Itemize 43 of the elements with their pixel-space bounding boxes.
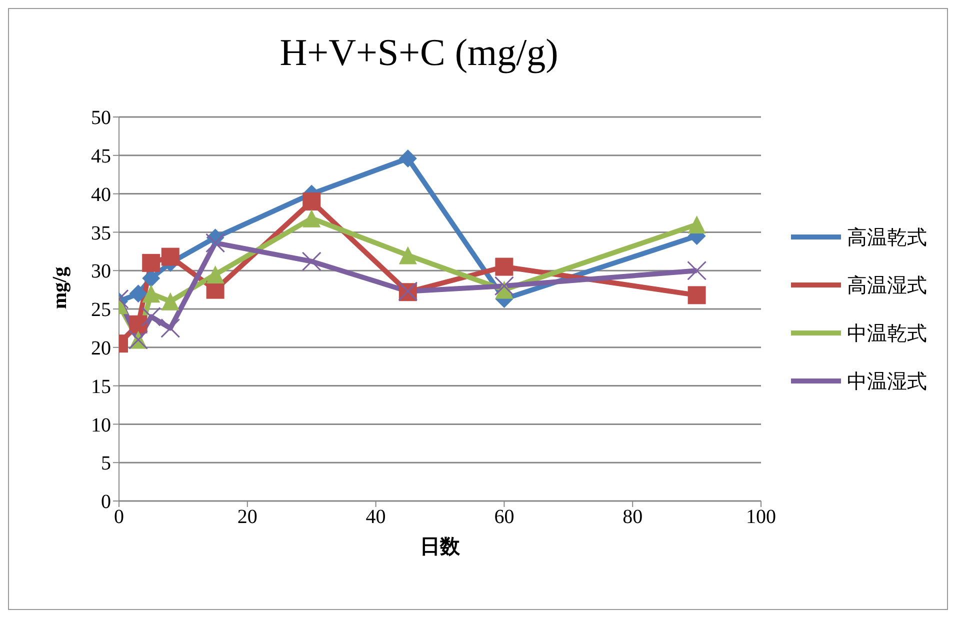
point: [161, 292, 180, 310]
point: [688, 216, 706, 234]
point: [141, 306, 161, 326]
x-tick-label: 60: [494, 506, 514, 528]
legend-label: 高温乾式: [847, 226, 927, 250]
point: [494, 276, 514, 296]
point: [142, 254, 160, 272]
point: [688, 286, 706, 304]
point: [302, 209, 321, 228]
chart-title: H+V+S+C (mg/g): [278, 31, 560, 75]
point: [398, 149, 417, 168]
point: [161, 248, 180, 266]
point: [687, 260, 707, 280]
y-tick-label: 25: [91, 299, 111, 322]
point: [302, 192, 321, 210]
point: [142, 284, 160, 303]
y-axis-title: mg/g: [49, 266, 72, 309]
legend-label: 高温湿式: [847, 274, 927, 298]
point: [398, 246, 417, 264]
y-tick-label: 40: [91, 184, 111, 206]
y-tick-label: 5: [101, 452, 111, 475]
y-tick-label: 35: [91, 222, 111, 244]
x-tick-label: 20: [237, 506, 258, 528]
y-tick-label: 0: [101, 491, 111, 514]
legend-label: 中温乾式: [847, 322, 927, 346]
point: [302, 252, 322, 272]
y-tick-label: 50: [91, 107, 111, 130]
point: [160, 318, 180, 338]
y-tick-label: 30: [91, 260, 111, 283]
x-axis-title: 日数: [420, 536, 461, 558]
x-tick-label: 40: [366, 506, 386, 528]
legend-label: 中温湿式: [847, 370, 927, 394]
y-tick-label: 45: [91, 146, 111, 168]
point: [129, 315, 148, 334]
point: [206, 265, 224, 284]
point: [129, 284, 148, 303]
y-tick-label: 20: [91, 338, 111, 360]
point: [206, 233, 226, 253]
x-tick-label: 80: [622, 506, 643, 528]
y-tick-label: 15: [91, 376, 111, 398]
point: [495, 258, 514, 276]
x-tick-label: 100: [746, 506, 776, 528]
y-tick-label: 10: [91, 414, 111, 436]
